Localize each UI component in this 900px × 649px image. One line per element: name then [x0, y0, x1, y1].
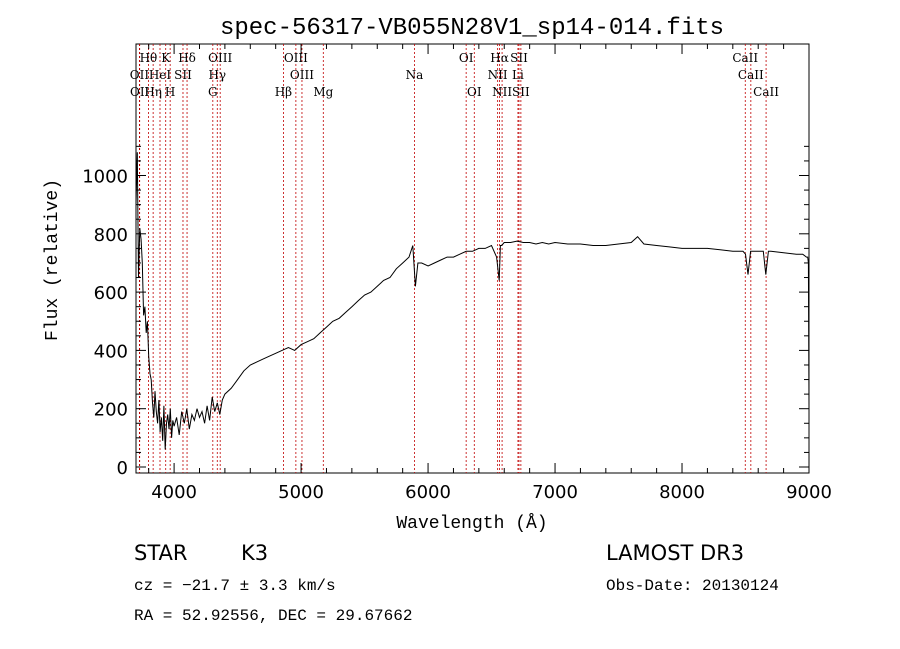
x-tick-label: 9000	[786, 482, 832, 503]
line-marker-label: Hγ	[208, 68, 226, 82]
line-marker-label: HeI	[149, 68, 172, 82]
line-marker-label: CaII	[732, 51, 758, 65]
line-marker-label: CaII	[738, 68, 764, 82]
line-marker-label: Na	[406, 68, 424, 82]
line-marker-label: OI	[459, 51, 474, 65]
line-marker-label: Li	[512, 68, 524, 82]
object-subclass: K3	[241, 541, 268, 565]
survey-name: LAMOST DR3	[606, 541, 744, 565]
line-marker-label: CaII	[753, 85, 779, 99]
line-marker-label: Mg	[313, 85, 333, 99]
x-axis-ticks: 4000 5000 6000 7000 8000 9000	[148, 44, 832, 503]
line-marker-label: H	[165, 85, 175, 99]
x-tick-label: 8000	[659, 482, 705, 503]
x-tick-label: 5000	[278, 482, 324, 503]
chart-title: spec-56317-VB055N28V1_sp14-014.fits	[220, 15, 724, 42]
line-marker-label: NII	[488, 68, 508, 82]
x-axis-label: Wavelength (Å)	[396, 513, 547, 534]
line-marker-label: K	[161, 51, 171, 65]
line-marker-label: Hθ	[140, 51, 158, 65]
y-tick-label: 200	[94, 400, 128, 421]
y-tick-label: 0	[117, 458, 128, 479]
line-marker-label: OI	[467, 85, 482, 99]
line-marker-label: SII	[174, 68, 192, 82]
line-marker-label: NII	[492, 85, 512, 99]
coords-text: RA = 52.92556, DEC = 29.67662	[134, 607, 412, 625]
x-tick-label: 7000	[532, 482, 578, 503]
line-marker-label: SII	[512, 85, 530, 99]
y-tick-label: 1000	[82, 167, 128, 188]
line-marker-label: SII	[510, 51, 528, 65]
plot-frame	[135, 43, 810, 474]
line-marker-label: OII	[130, 85, 150, 99]
y-axis-label: Flux (relative)	[43, 179, 63, 341]
line-marker-label: G	[208, 85, 218, 99]
object-class: STAR	[134, 541, 187, 565]
x-tick-label: 6000	[405, 482, 451, 503]
line-marker-label: Hδ	[178, 51, 196, 65]
line-marker-label: OIII	[208, 51, 232, 65]
x-tick-label: 4000	[151, 482, 197, 503]
obs-date-text: Obs-Date: 20130124	[606, 577, 779, 595]
spectrum-line	[135, 152, 810, 450]
line-marker-label: OIII	[284, 51, 308, 65]
emission-line-markers	[139, 44, 767, 473]
line-marker-label: OIII	[290, 68, 314, 82]
y-tick-label: 600	[94, 283, 128, 304]
redshift-text: cz = −21.7 ± 3.3 km/s	[134, 577, 336, 595]
y-axis-ticks: 0 200 400 600 800 1000	[82, 145, 809, 479]
line-marker-label: OII	[130, 68, 150, 82]
y-tick-label: 400	[94, 341, 128, 362]
line-marker-label: Hη	[144, 85, 162, 99]
line-marker-label: Hβ	[275, 85, 292, 99]
y-tick-label: 800	[94, 225, 128, 246]
line-marker-label: Hα	[490, 51, 509, 65]
